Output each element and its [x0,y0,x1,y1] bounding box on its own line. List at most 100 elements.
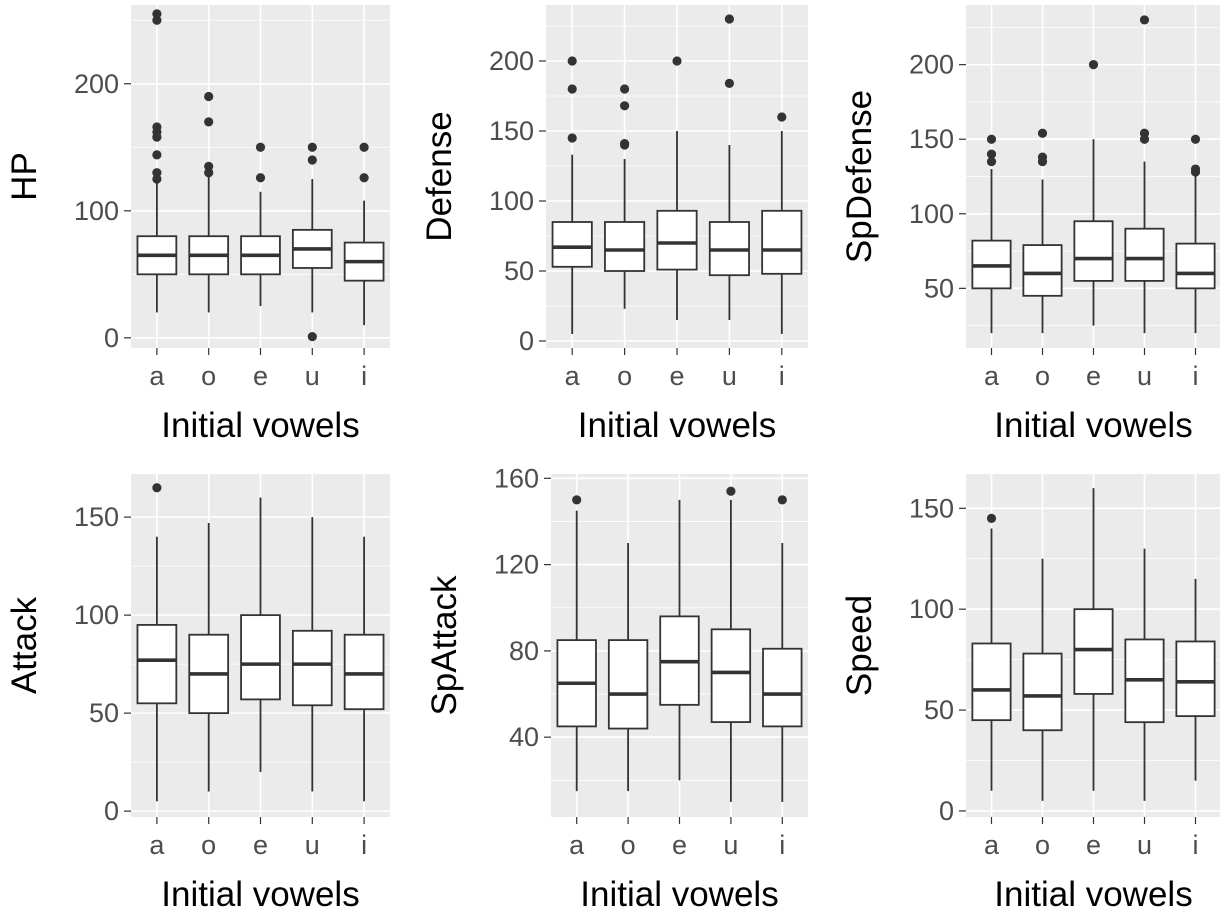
outlier-point [567,56,577,66]
x-tick-label: i [1193,830,1199,860]
box-i [343,536,385,802]
outlier-point [986,156,997,167]
outlier-point [726,486,736,496]
outlier-point [1088,60,1099,70]
y-tick-label: 100 [909,594,954,624]
box-i [1175,134,1216,334]
box-a [556,495,597,792]
iqr-box [604,221,646,272]
outlier-point [672,56,682,66]
outlier-point [359,173,369,183]
y-tick-label: 200 [489,46,534,76]
iqr-box [761,209,803,275]
x-tick-label: i [361,361,367,391]
iqr-box [1073,608,1114,695]
y-tick-label: 0 [519,326,534,356]
outlier-point [152,15,162,25]
outlier-point [152,9,162,19]
iqr-box [1022,652,1063,732]
y-tick-label: 150 [74,502,119,532]
iqr-box [1175,242,1216,290]
outlier-point [620,84,630,94]
x-tick-label: a [569,830,585,860]
box-e [656,56,698,320]
outlier-point [620,101,630,111]
box-o [188,91,230,313]
x-tick-label: e [253,830,268,860]
x-tick-label: a [984,830,1000,860]
x-axis-title: Initial vowels [994,875,1192,909]
x-axis-title: Initial vowels [161,406,359,445]
iqr-box [1124,227,1165,282]
box-o [604,84,646,309]
outlier-point [204,91,214,102]
y-tick-label: 40 [509,722,539,752]
x-tick-label: u [305,830,320,860]
outlier-point [152,150,162,160]
box-o [607,543,649,792]
y-tick-label: 150 [909,124,954,154]
y-tick-label: 200 [74,69,119,99]
outlier-point [986,149,997,159]
x-tick-label: o [201,830,216,860]
y-tick-label: 0 [104,323,119,353]
x-axis-title: Initial vowels [161,875,359,909]
x-tick-label: o [1035,361,1050,391]
y-tick-label: 120 [494,550,539,580]
x-tick-label: o [1035,830,1050,860]
outlier-point [724,78,735,88]
iqr-box [240,614,281,701]
outlier-point [307,142,317,152]
outlier-point [1037,128,1048,138]
x-tick-label: i [779,361,785,391]
outlier-point [986,513,997,523]
outlier-point [1037,152,1048,162]
y-axis-title: HP [5,152,44,201]
y-tick-label: 100 [909,199,954,229]
outlier-point [204,117,214,127]
outlier-point [1139,15,1150,25]
box-i [1175,578,1216,781]
iqr-box [1073,220,1114,282]
x-axis-title: Initial vowels [578,406,776,445]
x-tick-label: e [253,361,268,391]
y-tick-label: 50 [504,256,534,286]
box-u [1124,15,1165,334]
x-tick-label: a [984,361,1000,391]
y-tick-label: 100 [489,186,534,216]
outlier-point [255,142,266,152]
iqr-box [607,639,649,730]
iqr-box [343,633,385,711]
x-tick-label: u [305,361,320,391]
outlier-point [1190,134,1201,144]
x-tick-label: o [201,361,216,391]
x-tick-label: o [617,361,632,391]
y-axis-title: Defense [420,111,459,241]
y-tick-label: 200 [909,50,954,80]
y-tick-label: 50 [89,698,119,728]
x-axis-title: Initial vowels [994,406,1192,445]
outlier-point [1139,128,1150,138]
y-axis-title: Speed [840,595,879,696]
y-axis-title: SpDefense [840,90,879,263]
x-tick-label: i [779,830,785,860]
iqr-box [1175,640,1216,718]
box-o [1022,558,1063,801]
box-u [291,517,333,792]
box-u [291,142,333,342]
iqr-box [291,629,333,707]
box-e [1073,488,1114,791]
box-a [551,56,593,334]
x-axis-title: Initial vowels [580,875,778,909]
outlier-point [204,161,214,171]
iqr-box [1022,244,1063,297]
outlier-point [359,142,369,152]
x-tick-label: a [565,361,581,391]
box-a [136,9,178,313]
box-a [136,483,178,802]
